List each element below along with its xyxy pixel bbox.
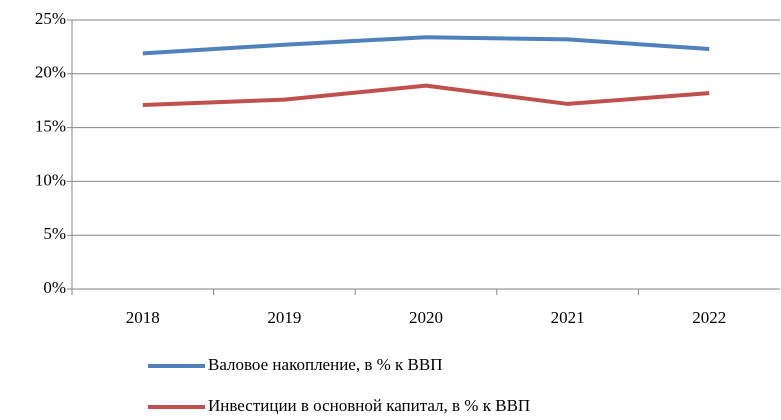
y-tick-label: 0% — [43, 278, 66, 297]
x-tick-label: 2020 — [409, 308, 443, 327]
x-tick-label: 2018 — [126, 308, 160, 327]
legend-label: Валовое накопление, в % к ВВП — [208, 355, 443, 374]
x-tick-label: 2022 — [692, 308, 726, 327]
x-tick-label: 2019 — [267, 308, 301, 327]
series-line — [142, 35, 710, 56]
x-tick-label: 2021 — [551, 308, 585, 327]
y-tick-label: 15% — [35, 117, 66, 136]
series-line — [142, 83, 710, 108]
y-tick-label: 5% — [43, 224, 66, 243]
y-tick-label: 20% — [35, 63, 66, 82]
y-tick-label: 25% — [35, 9, 66, 28]
y-tick-label: 10% — [35, 170, 66, 189]
legend-label: Инвестиции в основной капитал, в % к ВВП — [208, 396, 530, 415]
